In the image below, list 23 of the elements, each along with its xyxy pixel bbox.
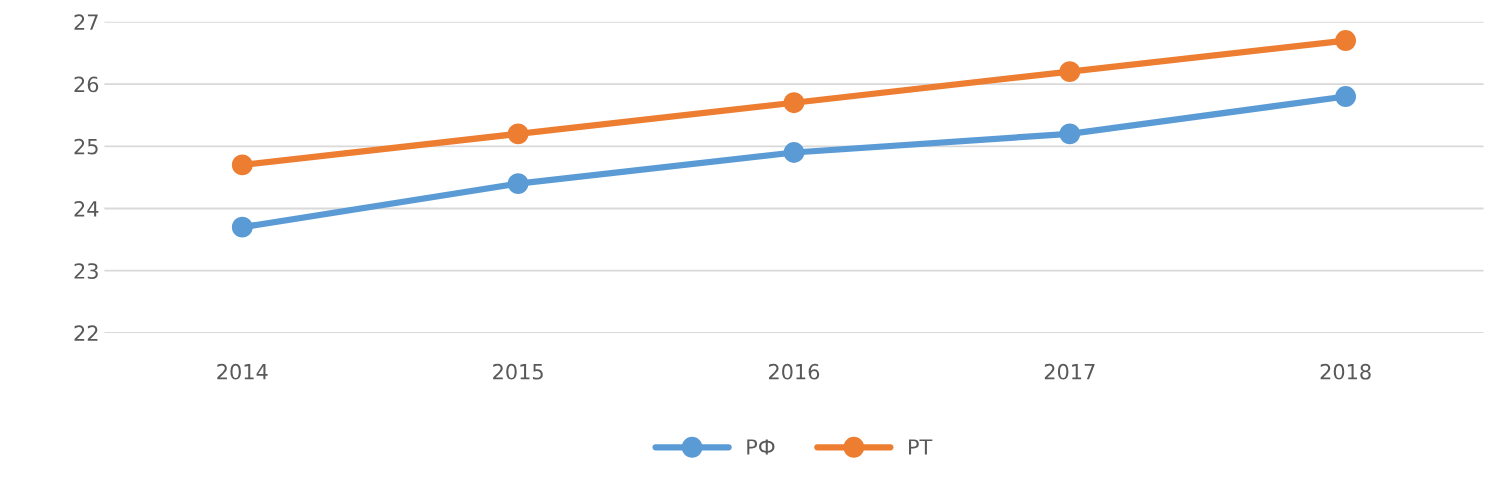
legend-label: РФ (747, 439, 775, 455)
x-tick-label: 2016 (768, 363, 820, 380)
y-tick-label: 22 (74, 325, 98, 341)
point (783, 92, 805, 114)
point (1059, 123, 1081, 145)
x-tick-label: 2018 (1320, 363, 1371, 380)
legend-label: РТ (909, 439, 933, 455)
y-tick-label: 24 (74, 200, 99, 217)
x-tick-label: 2017 (1044, 363, 1095, 380)
point (231, 154, 253, 176)
x-tick-label: 2014 (217, 363, 268, 380)
point (1059, 61, 1081, 83)
x-tick-label: 2015 (493, 363, 543, 380)
point (1335, 30, 1357, 51)
point (507, 123, 529, 145)
y-tick-label: 23 (74, 263, 98, 279)
point (231, 216, 253, 238)
y-tick-label: 27 (74, 14, 98, 30)
point (507, 173, 529, 195)
y-tick-label: 25 (74, 138, 98, 155)
y-tick-label: 26 (74, 76, 99, 93)
point (1335, 86, 1357, 107)
point (783, 142, 805, 163)
